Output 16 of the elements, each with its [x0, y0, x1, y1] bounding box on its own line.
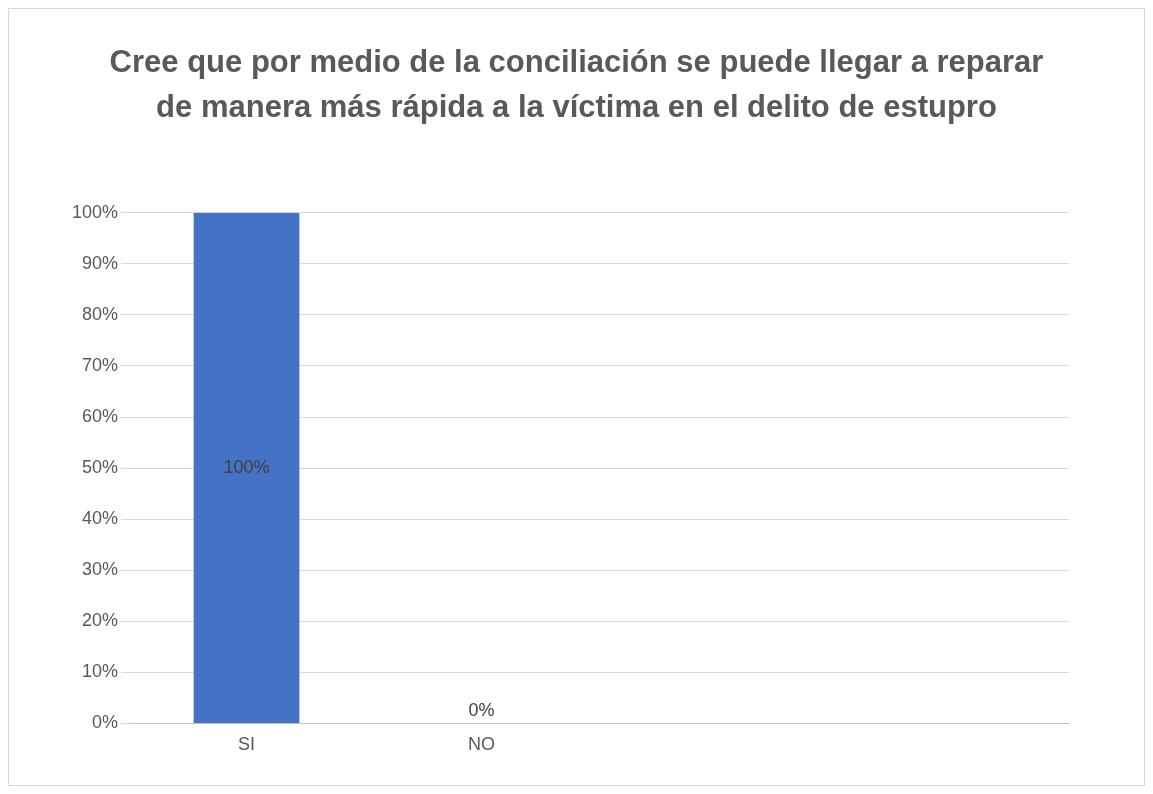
y-tick-label: 30%: [82, 559, 119, 580]
y-tick-label: 50%: [82, 457, 119, 478]
y-tick-label: 20%: [82, 610, 119, 631]
y-tick-label: 60%: [82, 406, 119, 427]
y-tick-label: 90%: [82, 252, 119, 273]
x-tick-label: NO: [468, 734, 496, 755]
y-tick-label: 10%: [82, 661, 119, 682]
y-tick-label: 70%: [82, 354, 119, 375]
y-tick-label: 40%: [82, 508, 119, 529]
x-tick-label: SI: [238, 734, 256, 755]
y-tick-label: 100%: [71, 201, 119, 222]
chart-title: Cree que por medio de la conciliación se puede llegar a reparar de manera más rápida a la víctima en el delito de estupro: [108, 43, 1045, 126]
y-tick-label: 80%: [82, 303, 119, 324]
y-tick-label: 0%: [92, 712, 119, 733]
data-label: 0%: [468, 700, 495, 721]
data-label: 100%: [223, 456, 270, 477]
